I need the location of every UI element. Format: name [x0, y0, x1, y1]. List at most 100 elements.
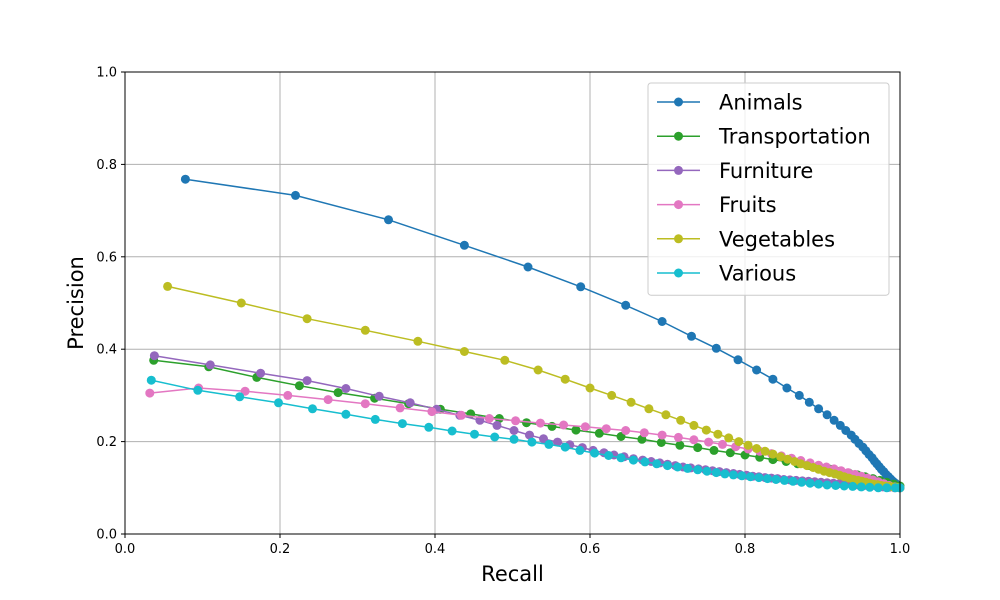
legend-marker	[674, 165, 683, 175]
legend: Animals Transportation Furniture Fruits Vege…	[647, 82, 890, 296]
data-point	[720, 469, 730, 479]
x-axis-label: Recall	[481, 562, 544, 586]
axis-ticks: 0.0 0.2 0.4 0.6 0.8 1.0 0.0 0.2 0.4 0.6 0.8 1.0	[96, 66, 910, 558]
data-point	[560, 374, 570, 384]
data-point	[492, 420, 502, 430]
data-point	[456, 410, 466, 420]
data-point	[180, 174, 190, 184]
data-point	[370, 414, 380, 424]
legend-label: Furniture	[719, 159, 813, 183]
data-point	[470, 429, 479, 439]
data-point	[571, 425, 581, 435]
data-point	[768, 374, 778, 384]
data-point	[733, 355, 743, 365]
data-point	[718, 439, 727, 449]
data-point	[397, 419, 407, 429]
data-point	[657, 430, 667, 440]
data-point	[760, 446, 770, 456]
data-point	[523, 262, 533, 272]
data-point	[360, 399, 370, 409]
data-point	[814, 404, 824, 414]
data-point	[848, 481, 858, 491]
data-point	[533, 365, 543, 375]
data-point	[459, 347, 469, 356]
data-point	[527, 437, 537, 447]
data-point	[780, 475, 789, 485]
data-point	[822, 410, 832, 420]
data-point	[768, 449, 778, 459]
legend-marker	[674, 200, 683, 210]
data-point	[797, 477, 807, 487]
data-point	[652, 459, 662, 469]
y-tick-label: 0.8	[96, 158, 117, 173]
x-tick-label: 0.2	[270, 542, 291, 557]
data-point	[604, 451, 614, 460]
data-point	[711, 343, 721, 353]
data-point	[621, 300, 631, 310]
y-tick-label: 0.6	[96, 250, 117, 265]
x-tick-label: 0.0	[115, 542, 136, 557]
data-point	[193, 385, 203, 395]
data-point	[704, 437, 714, 447]
data-point	[205, 360, 215, 370]
data-point	[575, 445, 585, 455]
data-point	[831, 481, 841, 490]
data-point	[341, 409, 351, 419]
legend-marker	[674, 97, 683, 107]
data-point	[656, 438, 666, 447]
data-point	[560, 442, 570, 452]
data-point	[865, 482, 875, 492]
data-point	[616, 453, 626, 463]
data-point	[308, 404, 317, 414]
data-point	[794, 390, 804, 400]
data-point	[752, 444, 762, 453]
series-various	[146, 375, 905, 493]
data-point	[783, 454, 793, 464]
data-point	[687, 331, 696, 341]
data-point	[424, 422, 434, 432]
data-point	[673, 462, 683, 472]
data-point	[663, 461, 672, 471]
data-point	[601, 424, 611, 434]
legend-item: Various	[657, 262, 796, 286]
data-point	[839, 481, 849, 491]
data-point	[856, 482, 866, 492]
data-point	[576, 282, 586, 292]
data-point	[291, 190, 300, 200]
data-point	[535, 418, 545, 428]
y-tick-label: 0.2	[96, 435, 117, 450]
data-point	[333, 388, 343, 398]
data-point	[522, 418, 531, 428]
legend-item: Animals	[657, 91, 803, 115]
data-point	[236, 298, 246, 308]
legend-marker	[674, 131, 683, 141]
data-point	[163, 281, 173, 291]
y-axis-label: Precision	[64, 256, 88, 350]
data-point	[661, 410, 671, 420]
data-point	[621, 426, 631, 435]
data-point	[693, 443, 703, 453]
data-point	[146, 375, 156, 385]
data-point	[240, 386, 250, 396]
data-point	[525, 430, 534, 440]
data-point	[256, 368, 266, 378]
data-point	[689, 420, 699, 430]
data-point	[689, 435, 699, 445]
data-point	[302, 314, 312, 324]
x-tick-label: 0.6	[580, 542, 601, 557]
data-point	[494, 414, 504, 423]
legend-label: Various	[719, 262, 796, 286]
data-point	[702, 466, 712, 476]
data-point	[544, 439, 554, 449]
data-point	[701, 425, 711, 435]
legend-marker	[674, 268, 683, 278]
data-point	[782, 383, 792, 393]
data-point	[553, 437, 562, 447]
data-point	[743, 440, 753, 450]
data-point	[405, 398, 415, 408]
data-point	[459, 240, 469, 250]
x-tick-label: 0.4	[425, 542, 446, 557]
data-point	[539, 434, 548, 444]
data-point	[737, 471, 747, 481]
